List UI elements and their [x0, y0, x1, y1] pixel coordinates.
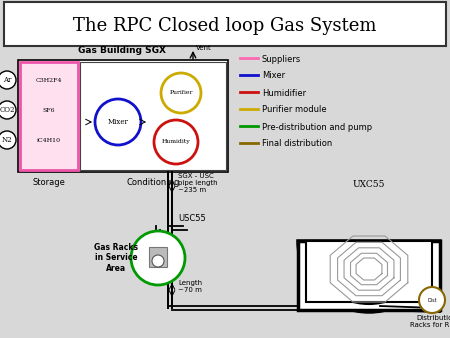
Wedge shape	[306, 241, 432, 304]
Bar	[4, 2, 446, 46]
Text: Dist: Dist	[427, 297, 437, 303]
Circle shape	[95, 99, 141, 145]
Text: Humidity: Humidity	[162, 140, 190, 145]
Circle shape	[131, 231, 185, 285]
Bar	[298, 241, 440, 310]
Text: Purifier: Purifier	[169, 91, 193, 96]
Text: Storage: Storage	[32, 178, 65, 187]
Text: SGX - USC
pipe length
~235 m: SGX - USC pipe length ~235 m	[178, 173, 218, 193]
Text: UXC55: UXC55	[353, 180, 385, 189]
Text: Ar: Ar	[3, 76, 11, 84]
Text: Gas Racks
in Service
Area: Gas Racks in Service Area	[94, 243, 138, 273]
Text: Conditioning: Conditioning	[126, 178, 180, 187]
Text: Pre-distribution and pump: Pre-distribution and pump	[262, 122, 372, 131]
Text: Final distribution: Final distribution	[262, 140, 332, 148]
Text: Gas Building SGX: Gas Building SGX	[78, 46, 166, 55]
Text: USC55: USC55	[178, 214, 206, 223]
Text: C3H2F4: C3H2F4	[36, 77, 62, 82]
Circle shape	[154, 120, 198, 164]
Bar	[18, 60, 228, 172]
Bar	[80, 62, 226, 170]
Text: Purifier module: Purifier module	[262, 105, 327, 115]
Circle shape	[152, 255, 164, 267]
Wedge shape	[298, 241, 440, 312]
Text: Distribution
Racks for RPC's: Distribution Racks for RPC's	[410, 315, 450, 328]
Text: Suppliers: Suppliers	[262, 54, 301, 64]
Bar	[149, 247, 167, 267]
Text: iC4H10: iC4H10	[37, 138, 61, 143]
Text: CO2: CO2	[0, 106, 15, 114]
Text: Mixer: Mixer	[262, 72, 285, 80]
Bar	[20, 62, 78, 170]
Text: Vent: Vent	[196, 45, 212, 51]
Text: SF6: SF6	[43, 107, 55, 113]
Bar	[306, 241, 432, 302]
Text: Mixer: Mixer	[108, 118, 128, 126]
Circle shape	[0, 71, 16, 89]
Circle shape	[161, 73, 201, 113]
Circle shape	[0, 131, 16, 149]
Text: Humidifier: Humidifier	[262, 89, 306, 97]
Text: The RPC Closed loop Gas System: The RPC Closed loop Gas System	[73, 17, 377, 35]
Text: Length
~70 m: Length ~70 m	[178, 280, 202, 292]
Circle shape	[0, 101, 16, 119]
Text: N2: N2	[2, 136, 12, 144]
Circle shape	[419, 287, 445, 313]
